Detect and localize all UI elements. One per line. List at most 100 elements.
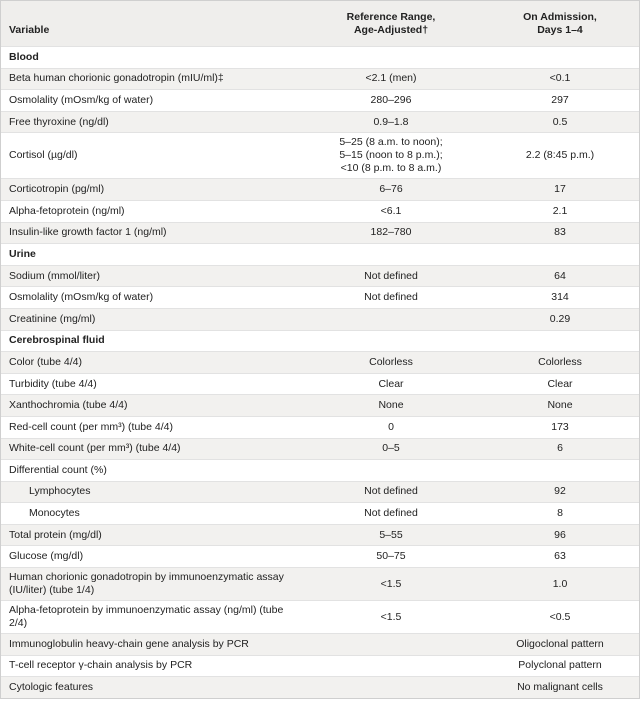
table-cell: None [547,399,573,412]
table-cell: 50–75 [376,550,406,563]
table-cell: 5–55 [379,528,403,541]
table-row: Sodium (mmol/liter) Not defined 64 [1,264,639,287]
table-cell: 0.9–1.8 [373,115,409,128]
table-cell: 1.0 [552,577,568,590]
table-cell: Not defined [364,291,418,304]
table-cell: Clear [378,377,404,390]
table-cell: <0.1 [549,72,571,85]
table-cell: 83 [554,226,566,239]
cell-line: Age-Adjusted† [353,24,429,36]
table-cell: 2.1 [552,204,568,217]
table-cell: 6–76 [379,183,403,196]
table-cell: Xanthochromia (tube 4/4) [9,399,128,412]
table-row: Immunoglobulin heavy-chain gene analysis… [1,633,639,655]
table-row: Human chorionic gonadotropin by immunoen… [1,567,639,601]
table-row: Total protein (mg/dl) 5–55 96 [1,523,639,546]
table-cell: 0 [388,420,394,433]
table-cell: <6.1 [380,204,402,217]
table-cell: White-cell count (per mm³) (tube 4/4) [9,442,181,455]
table-cell: 0–5 [382,442,400,455]
table-row: White-cell count (per mm³) (tube 4/4) 0–5… [1,437,639,460]
table-row: Free thyroxine (ng/dl) 0.9–1.8 0.5 [1,110,639,133]
table-cell: Cytologic features [9,681,94,694]
cell-line: Reference Range, [346,11,436,23]
table-cell: Polyclonal pattern [518,659,602,672]
table-cell: T-cell receptor γ-chain analysis by PCR [9,659,193,672]
table-cell: Glucose (mg/dl) [9,550,84,563]
table-cell: Alpha-fetoprotein by immunoenzymatic ass… [9,604,284,630]
table-cell: 17 [554,183,566,196]
section-title: Blood [9,50,39,63]
table-cell [301,316,481,322]
table-cell: <0.5 [549,610,571,623]
table-cell: 5–25 (8 a.m. to noon); 5–15 (noon to 8 p.… [301,133,481,178]
table-cell: Not defined [364,507,418,520]
table-row: Osmolality (mOsm/kg of water) 280–296 297 [1,89,639,111]
table-row: Xanthochromia (tube 4/4) None None [1,394,639,416]
table-cell [301,663,481,669]
table-row: Lymphocytes Not defined 92 [1,480,639,503]
cell-line: On Admission, [523,11,597,23]
table-cell: 96 [554,528,566,541]
table-cell: <1.5 [380,610,402,623]
table-cell: None [378,399,404,412]
cell-line: <10 (8 p.m. to 8 a.m.) [340,162,442,175]
table-cell: Alpha-fetoprotein (ng/ml) [9,204,125,217]
header-row: Variable Reference Range, Age-Adjusted† On … [1,1,639,46]
table-row: Turbidity (tube 4/4) Clear Clear [1,372,639,395]
cell-line: 5–25 (8 a.m. to noon); [339,136,443,149]
table-row: Alpha-fetoprotein (ng/ml) <6.1 2.1 [1,199,639,222]
table-cell: Differential count (%) [9,463,107,476]
table-cell: Beta human chorionic gonadotropin (mIU/m… [9,72,224,85]
table-cell: Immunoglobulin heavy-chain gene analysis… [9,637,249,650]
table-cell: Variable [9,24,50,36]
table-cell [301,641,481,647]
table-cell: Colorless [538,355,582,368]
table-cell: 182–780 [370,226,412,239]
table-row: Osmolality (mOsm/kg of water) Not defined… [1,286,639,308]
table-cell: Corticotropin (pg/ml) [9,183,105,196]
table-row: Insulin-like growth factor 1 (ng/ml) 182–… [1,221,639,244]
section-row: Urine [1,243,639,265]
table-row: Glucose (mg/dl) 50–75 63 [1,545,639,567]
table-cell: Colorless [369,355,413,368]
section-row: Cerebrospinal fluid [1,329,639,352]
table-cell: Total protein (mg/dl) [9,528,102,541]
table-cell: Reference Range, Age-Adjusted† [301,8,481,40]
table-row: Cortisol (µg/dl) 5–25 (8 a.m. to noon); 5–… [1,132,639,178]
table-cell: 314 [551,291,569,304]
table-cell: Free thyroxine (ng/dl) [9,115,109,128]
table-cell: 0.29 [549,312,571,325]
table-cell: Oligoclonal pattern [516,637,604,650]
table-cell: 64 [554,269,566,282]
table-cell: Clear [547,377,573,390]
table-cell: <1.5 [380,577,402,590]
table-cell: 173 [551,420,569,433]
table-cell: 2.2 (8:45 p.m.) [525,149,595,162]
cell-line: Days 1–4 [537,24,583,36]
section-title: Urine [9,247,36,260]
table-cell: 63 [554,550,566,563]
table-cell: Not defined [364,269,418,282]
table-cell [301,467,481,473]
table-cell: <2.1 (men) [365,72,417,85]
table-row: T-cell receptor γ-chain analysis by PCR P… [1,654,639,677]
table-row: Creatinine (mg/ml) 0.29 [1,307,639,330]
data-table: Variable Reference Range, Age-Adjusted† On … [0,0,640,699]
table-row: Alpha-fetoprotein by immunoenzymatic ass… [1,600,639,633]
table-cell [301,685,481,691]
table-cell: 6 [557,442,563,455]
table-cell: Osmolality (mOsm/kg of water) [9,93,154,106]
table-cell: 92 [554,485,566,498]
table-cell: 280–296 [370,93,412,106]
table-cell: Cortisol (µg/dl) [9,149,78,162]
table-cell: On Admission, Days 1–4 [481,8,639,40]
table-cell: Osmolality (mOsm/kg of water) [9,291,154,304]
table-row: Color (tube 4/4) Colorless Colorless [1,351,639,373]
cell-line: 5–15 (noon to 8 p.m.); [339,149,443,162]
table-cell: Turbidity (tube 4/4) [9,377,97,390]
table-cell: No malignant cells [517,681,603,694]
table-cell: 297 [551,93,569,106]
section-title: Cerebrospinal fluid [9,334,105,347]
table-cell: Human chorionic gonadotropin by immunoen… [9,571,284,597]
